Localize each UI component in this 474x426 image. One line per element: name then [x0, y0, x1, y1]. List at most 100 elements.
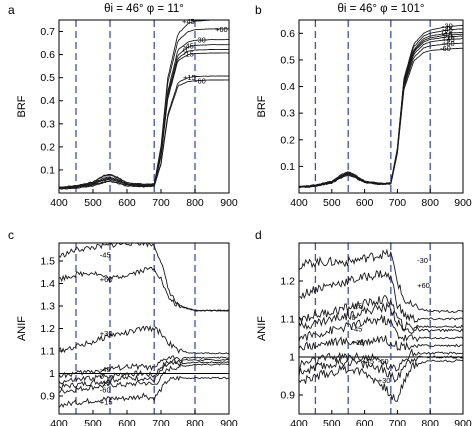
x-tick-label: 900 — [220, 197, 238, 209]
y-tick-label: 0.2 — [40, 141, 55, 153]
series-line — [59, 75, 229, 190]
y-tick-label: 0.9 — [280, 390, 295, 402]
x-tick-label: 900 — [454, 418, 472, 426]
y-tick-label: 0.3 — [280, 108, 295, 120]
x-tick-label: 900 — [454, 197, 472, 209]
series-annotation: -30 — [195, 36, 206, 45]
x-tick-label: 700 — [152, 197, 170, 209]
y-tick-label: 1.2 — [40, 323, 55, 335]
series-annotation: -60 — [100, 385, 111, 394]
x-tick-label: 700 — [389, 197, 407, 209]
y-tick-label: 1 — [49, 368, 55, 380]
series-annotation: -15 — [351, 302, 362, 311]
series-line — [59, 28, 229, 189]
x-tick-label: 600 — [118, 418, 136, 426]
x-tick-label: 800 — [186, 418, 204, 426]
series-line — [299, 35, 463, 188]
series-annotation: -15 — [183, 50, 194, 59]
series-annotation: +45 — [361, 357, 374, 366]
series-line — [59, 355, 229, 379]
y-tick-label: 0.5 — [280, 54, 295, 66]
series-line — [59, 363, 229, 394]
y-tick-label: 1.2 — [280, 276, 295, 288]
y-tick-label: 0.9 — [40, 391, 55, 403]
y-axis-label: ANIF — [256, 316, 268, 341]
series-line — [59, 48, 229, 189]
series-line — [299, 335, 463, 352]
y-axis-label: ANIF — [16, 316, 28, 341]
x-tick-label: 500 — [323, 197, 341, 209]
series-annotation: +30 — [378, 376, 391, 385]
plot-frame — [298, 242, 464, 415]
series-annotation: -15 — [442, 30, 453, 39]
x-tick-label: 700 — [152, 418, 170, 426]
series-annotation: +15 — [100, 398, 113, 407]
panel-b: b θi = 46° φ = 101° BRF -30-450-15+15+45+60… — [255, 3, 472, 209]
y-tick-label: 1.1 — [280, 314, 295, 326]
x-tick-label: 500 — [323, 418, 341, 426]
series-line — [59, 358, 229, 385]
series-line — [299, 38, 463, 188]
series-annotation: +45 — [182, 17, 195, 26]
series-line — [299, 313, 463, 343]
series-annotation: +60 — [442, 39, 455, 48]
series-line — [299, 355, 463, 383]
series-line — [299, 33, 463, 188]
panel-d: d ANIF -30 +60 -15 0 -45 +15 +45 -60 +30 400 500 600 7… — [255, 228, 472, 426]
y-tick-label: 0.5 — [40, 72, 55, 84]
y-tick-label: 0.1 — [40, 164, 55, 176]
series-annotation: -60 — [195, 76, 206, 85]
series-annotation: +15 — [183, 73, 196, 82]
series-line — [59, 44, 229, 189]
x-tick-label: 600 — [118, 197, 136, 209]
x-tick-label: 400 — [50, 418, 68, 426]
x-tick-label: 800 — [421, 197, 439, 209]
series-line — [59, 266, 229, 312]
series-group — [59, 243, 229, 408]
series-annotation: +45 — [442, 35, 455, 44]
chart-title: θi = 46° φ = 101° — [338, 3, 425, 15]
series-annotation: -60 — [378, 357, 389, 366]
series-group — [299, 24, 463, 188]
series-annotation: -45 — [442, 25, 453, 34]
series-line — [299, 359, 463, 403]
series-line — [59, 243, 229, 312]
y-tick-label: 1.5 — [40, 256, 55, 268]
x-tick-label: 800 — [421, 418, 439, 426]
y-tick-label: 1.3 — [40, 301, 55, 313]
panel-label: d — [255, 228, 262, 242]
plot-frame — [58, 19, 230, 194]
x-tick-label: 400 — [290, 197, 308, 209]
series-annotation: 0 — [183, 46, 187, 55]
series-line — [299, 270, 463, 323]
series-line — [299, 42, 463, 188]
panel-label: b — [255, 3, 262, 17]
series-annotation: -30 — [442, 21, 453, 30]
series-annotation: +60 — [215, 25, 228, 34]
panel-a: a θi = 46° φ = 11° BRF +45 +60 -30-450-15 +15-… — [8, 3, 238, 209]
y-tick-label: 0.4 — [280, 81, 295, 93]
panel-label: a — [8, 3, 15, 17]
series-line — [299, 47, 463, 188]
x-tick-label: 600 — [356, 418, 374, 426]
panel-label: c — [8, 228, 14, 242]
series-line — [59, 375, 229, 408]
series-line — [299, 295, 463, 333]
series-line — [59, 360, 229, 390]
series-group — [59, 20, 229, 190]
x-tick-label: 900 — [220, 418, 238, 426]
series-annotation: -45 — [100, 250, 111, 259]
series-annotation: -60 — [440, 44, 451, 53]
series-line — [299, 248, 463, 313]
series-line — [59, 79, 229, 190]
x-tick-label: 500 — [84, 418, 102, 426]
series-line — [59, 39, 229, 189]
series-line — [299, 28, 463, 188]
series-annotation: 0 — [442, 28, 446, 37]
series-line — [59, 52, 229, 189]
y-tick-label: 0.6 — [280, 28, 295, 40]
series-annotation: +60 — [100, 275, 113, 284]
y-tick-label: 0.2 — [280, 134, 295, 146]
